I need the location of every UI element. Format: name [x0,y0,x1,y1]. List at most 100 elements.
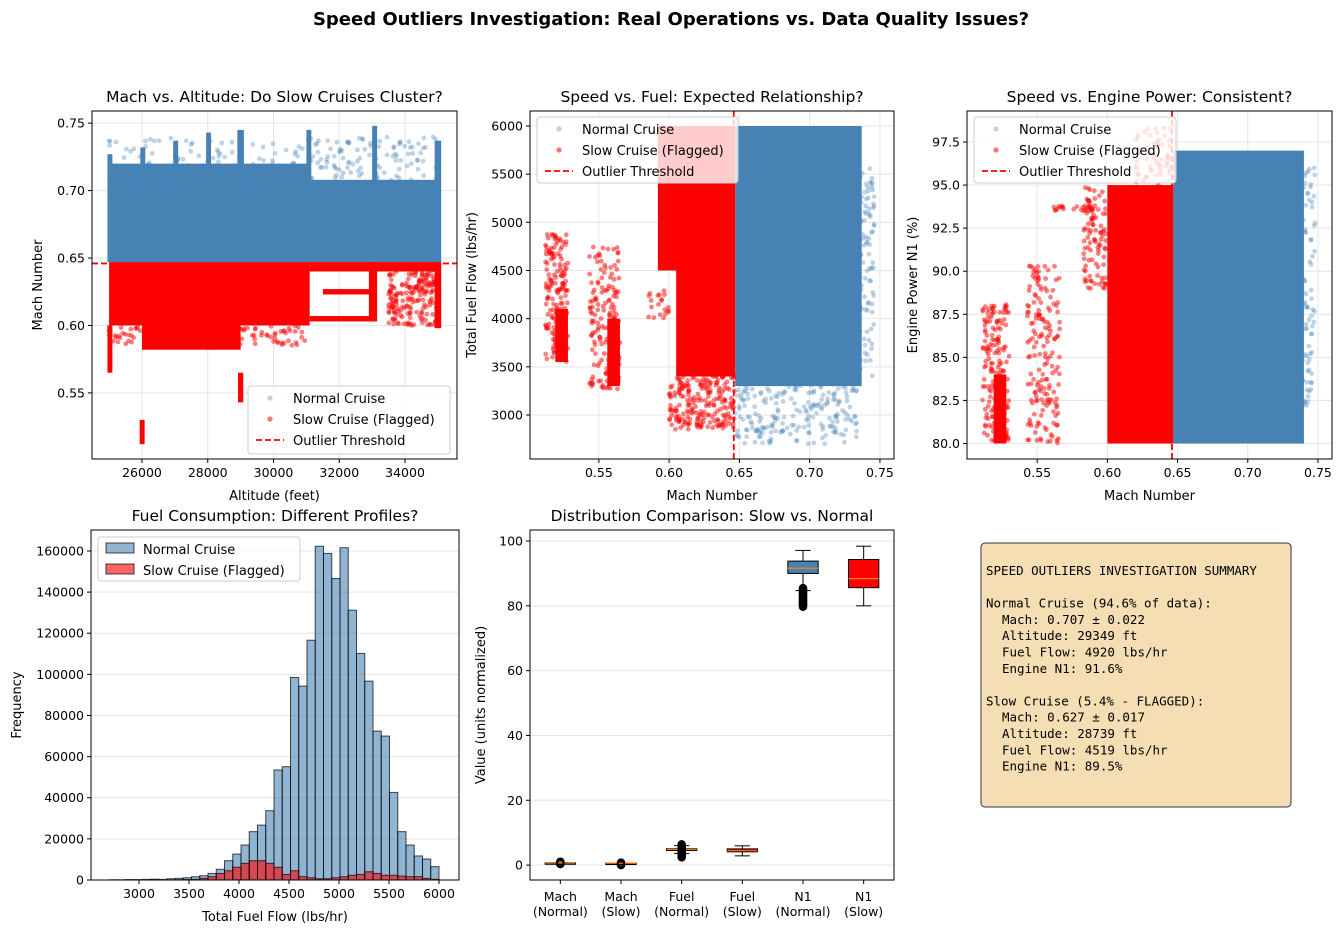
scatter-point [292,323,298,329]
scatter-point [245,177,251,183]
scatter-point [1054,334,1060,340]
scatter-point [591,287,597,293]
scatter-point [595,363,601,369]
scatter-point [551,350,557,356]
scatter-point [223,339,228,345]
x-tick-label: 0.65 [1164,465,1192,480]
scatter-point [592,342,598,348]
scatter-point [860,260,866,265]
scatter-point [678,380,684,386]
scatter-point [1025,437,1031,443]
scatter-point [270,186,276,192]
scatter-point [360,137,366,142]
scatter-point [794,438,800,444]
scatter-point [308,175,314,181]
scatter-point [982,327,988,333]
axes-frame [91,110,458,460]
scatter-point [1304,387,1310,393]
scatter-point [865,300,871,305]
x-tick-label: Mach [604,889,637,904]
scatter-point [424,277,430,283]
scatter-point [661,315,667,321]
scatter-point [219,140,225,146]
scatter-point [1305,368,1311,374]
histogram-bar [323,552,333,880]
scatter-point [869,265,874,271]
scatter-point [1087,273,1093,279]
scatter-point [780,420,786,426]
scatter-point [318,157,324,162]
scatter-point [162,183,168,189]
scatter-point [768,429,774,435]
scatter-point [704,372,710,378]
scatter-point [866,210,872,216]
scatter-point [346,140,352,146]
plot-area [980,125,1318,446]
scatter-point [423,317,428,323]
scatter-dense-region [306,129,312,263]
scatter-point [1046,305,1051,311]
scatter-point [550,354,555,360]
summary-line: Mach: 0.707 ± 0.022 [1002,612,1145,627]
scatter-point [1038,284,1043,290]
scatter-point [607,313,613,319]
scatter-point [392,267,398,273]
scatter-point [137,328,143,334]
scatter-point [1047,323,1053,328]
scatter-point [1051,409,1056,414]
scatter-point [1043,276,1049,281]
scatter-point [603,339,608,345]
x-axis-label: Mach Number [667,489,759,504]
scatter-point [417,292,423,298]
histogram-bar [380,874,390,880]
histogram-bar [298,685,308,880]
y-tick-label: 0.75 [57,116,85,131]
scatter-point [414,158,420,163]
scatter-point [808,404,813,410]
scatter-point [695,391,701,397]
scatter-point [126,175,132,181]
histogram-bar [290,870,300,880]
scatter-point [759,430,765,436]
scatter-point [677,402,682,408]
scatter-point [325,138,330,144]
scatter-point [856,186,862,192]
scatter-point [988,341,993,347]
scatter-point [1099,189,1105,195]
scatter-point [388,177,394,183]
scatter-point [1305,393,1311,399]
scatter-point [113,139,119,145]
scatter-point [132,166,138,172]
scatter-point [362,146,368,152]
histogram-bar [215,872,225,880]
histogram-bar [397,875,407,880]
scatter-point [590,330,596,336]
scatter-point [780,428,785,434]
legend-frame [973,116,1177,184]
scatter-point [870,265,876,270]
scatter-point [429,296,434,302]
scatter-point [794,437,799,443]
scatter-point [1303,170,1309,176]
scatter-point [550,296,555,302]
boxplot-2 [605,858,637,870]
subplot-title: Speed vs. Fuel: Expected Relationship? [560,88,863,106]
scatter-point [183,138,189,144]
scatter-point [1001,368,1006,374]
scatter-point [126,332,131,338]
scatter-point [997,358,1002,364]
scatter-point [419,310,425,316]
scatter-point [429,273,435,279]
scatter-point [861,336,867,342]
scatter-point [737,414,743,420]
scatter-point [545,235,551,241]
scatter-point [206,336,212,342]
scatter-point [663,311,668,317]
legend-label: Slow Cruise (Flagged) [1019,144,1161,159]
scatter-point [985,432,990,438]
scatter-point [1037,312,1042,318]
scatter-point [981,345,986,350]
scatter-point [188,148,194,154]
scatter-point [142,138,148,144]
scatter-point [428,290,434,296]
